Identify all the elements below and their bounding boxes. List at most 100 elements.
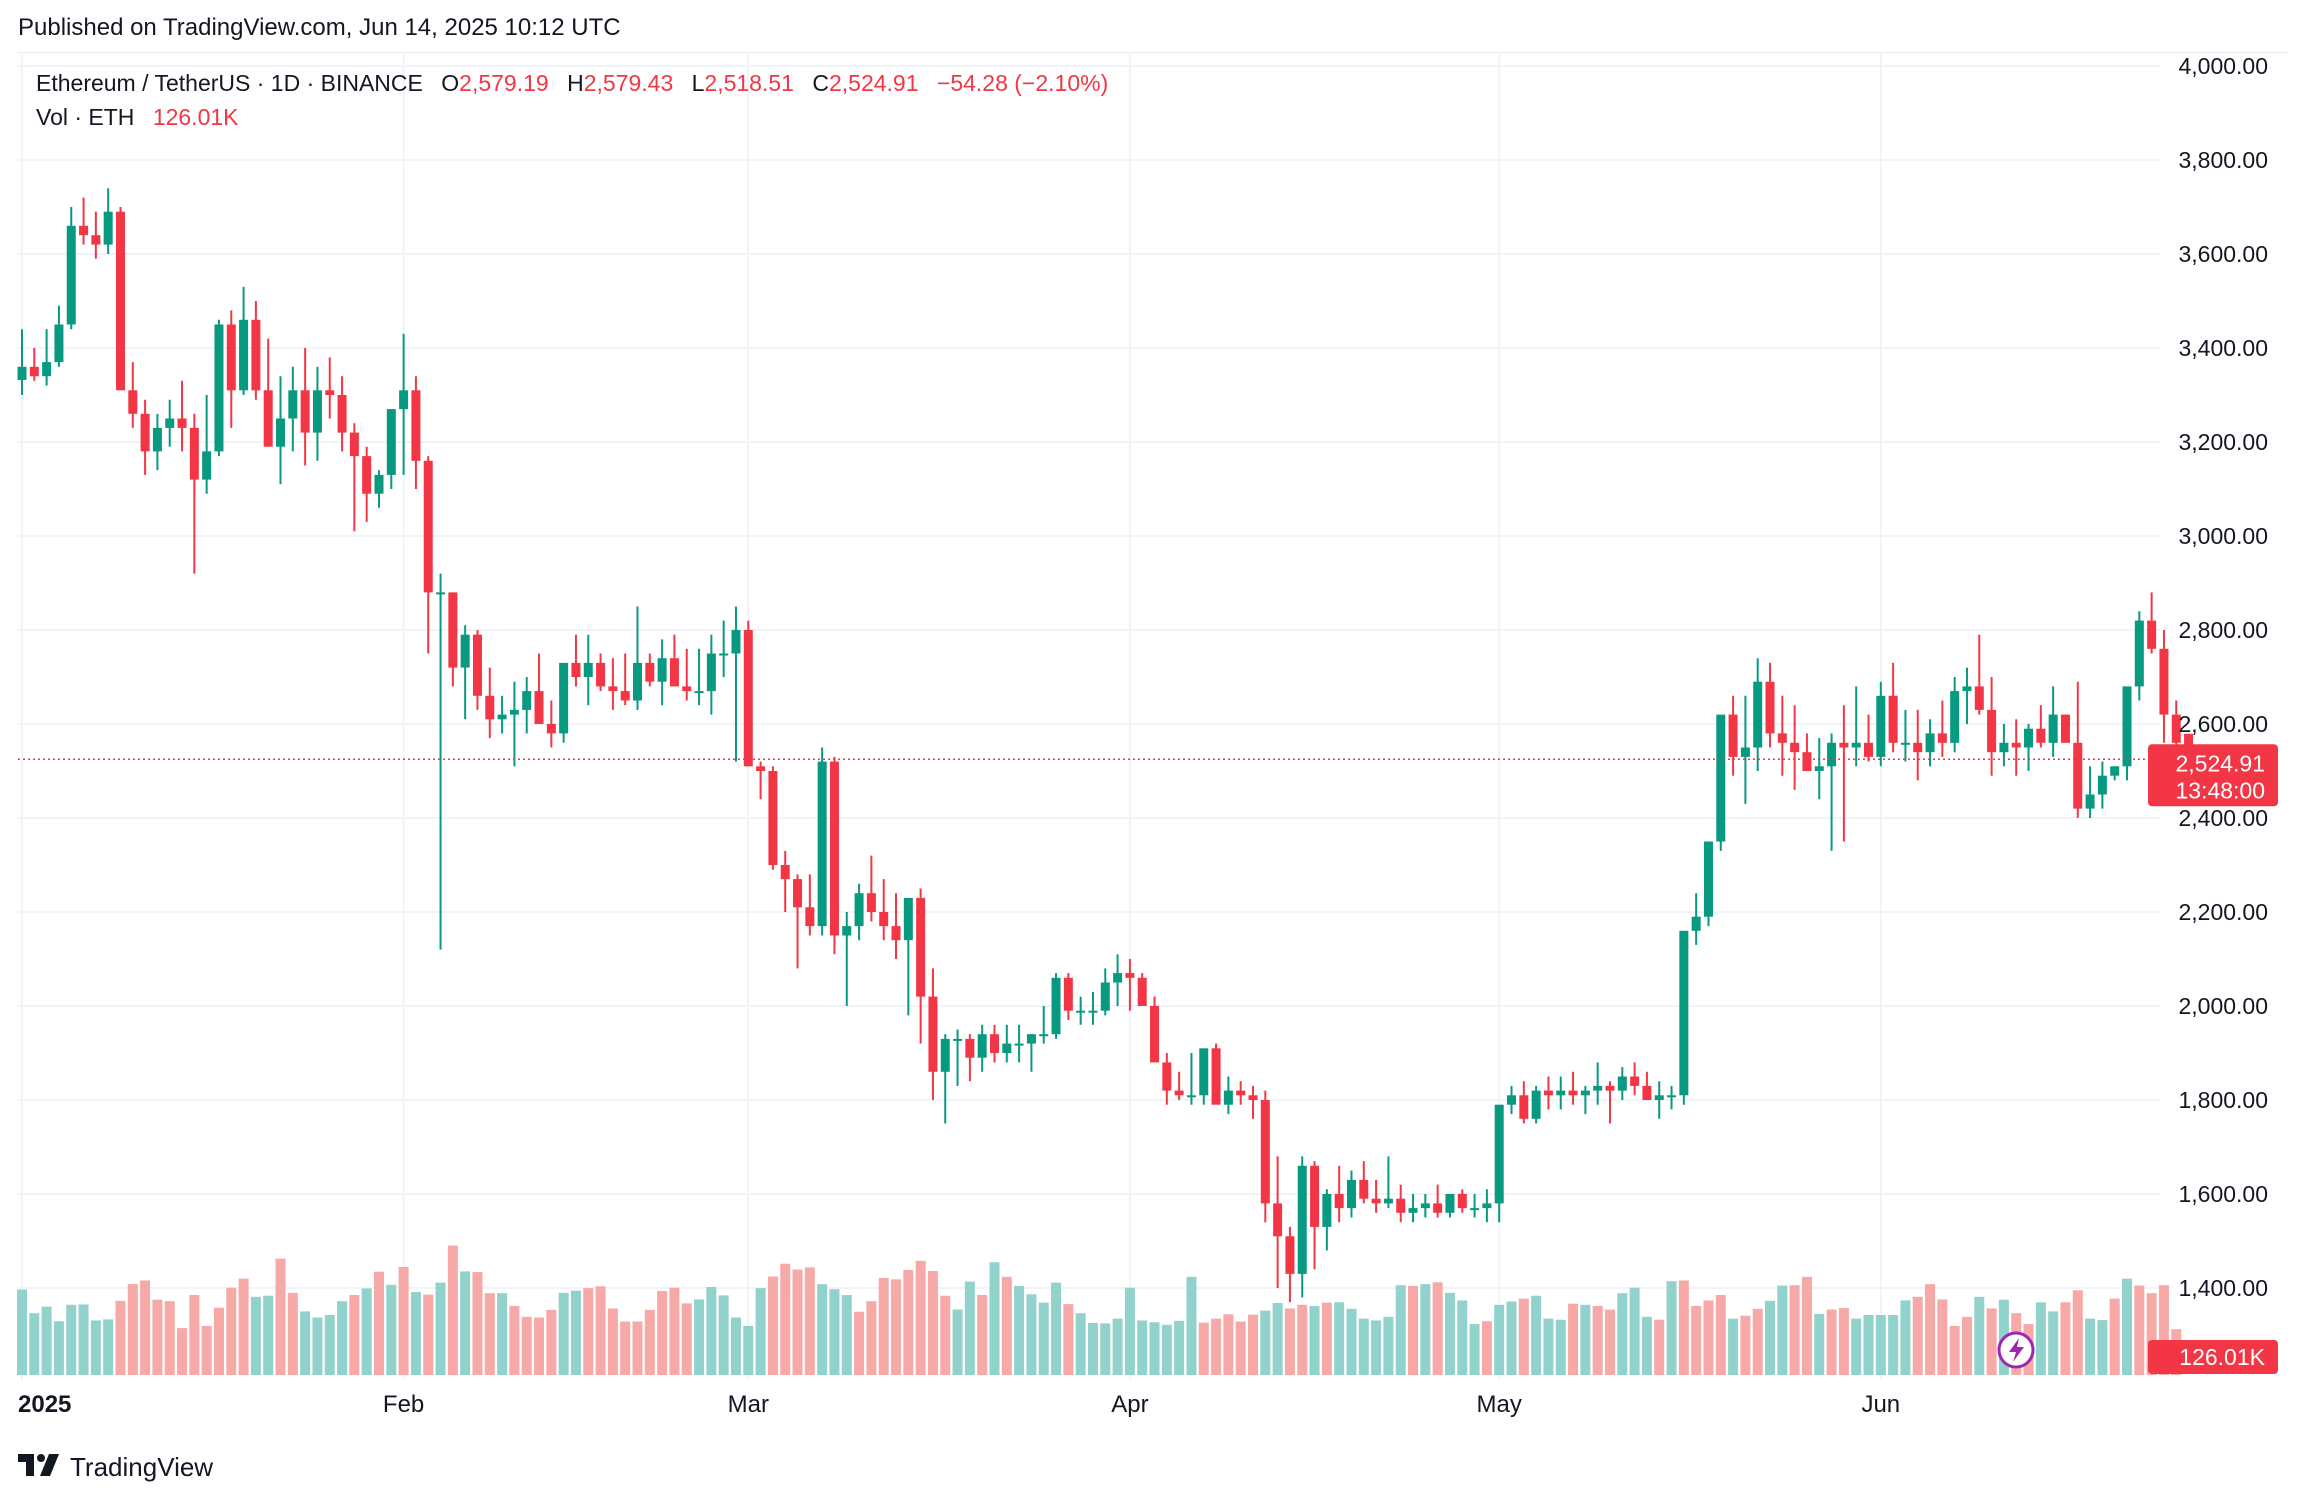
candle [423, 456, 433, 654]
volume-bar [1469, 1324, 1480, 1375]
bolt-icon[interactable] [1997, 1331, 2035, 1369]
candle [1260, 1090, 1270, 1223]
candle [669, 634, 679, 687]
volume-bar [1777, 1285, 1788, 1375]
y-tick-label: 2,000.00 [2178, 993, 2268, 1019]
volume-bar [324, 1315, 335, 1375]
volume-bar [657, 1291, 668, 1375]
volume-bar [1888, 1315, 1899, 1375]
candle [1740, 695, 1750, 804]
x-tick-label: Feb [383, 1391, 424, 1418]
x-tick-label: Jun [1861, 1391, 1900, 1418]
candle-body [1051, 977, 1061, 1035]
candle [362, 446, 372, 522]
candle [1211, 1043, 1221, 1105]
candle-body [128, 390, 138, 414]
candle-body [1223, 1090, 1233, 1105]
volume-bar [1014, 1285, 1025, 1375]
candle-body [79, 225, 89, 236]
candle-body [1359, 1179, 1369, 1199]
candle [165, 399, 175, 447]
candle [2097, 761, 2107, 809]
y-tick-label: 3,200.00 [2178, 429, 2268, 455]
candle [1802, 733, 1812, 771]
candle-body [2097, 775, 2107, 795]
candle-body [522, 691, 532, 710]
volume-bar [398, 1267, 409, 1375]
volume-bar [2097, 1320, 2108, 1375]
y-tick-label: 2,800.00 [2178, 617, 2268, 643]
candle [1026, 1034, 1036, 1072]
volume-bar [201, 1325, 212, 1375]
candle [953, 1029, 963, 1086]
candle [1408, 1194, 1418, 1223]
candle-body [362, 456, 372, 494]
volume-bar [1075, 1313, 1086, 1375]
volume-bar [1900, 1300, 1911, 1375]
volume-bar [2048, 1311, 2059, 1375]
volume-bar [1248, 1314, 1258, 1375]
volume-bar [1038, 1302, 1049, 1375]
volume-bar [989, 1262, 1000, 1375]
candle-body [263, 390, 273, 447]
volume-bar [1568, 1303, 1579, 1375]
volume-bar [275, 1258, 286, 1375]
volume-bar [238, 1278, 249, 1375]
candle-body [1088, 1010, 1098, 1013]
x-tick-label: 2025 [18, 1391, 71, 1418]
volume-bar [2035, 1302, 2046, 1375]
volume-bar [152, 1299, 163, 1375]
candle-body [2159, 648, 2169, 715]
y-tick-label: 2,200.00 [2178, 899, 2268, 925]
volume-bar [1814, 1313, 1825, 1375]
volume-bar [1063, 1304, 1074, 1375]
candle-body [1297, 1165, 1307, 1274]
candle [91, 211, 101, 259]
volume-bar [903, 1269, 914, 1375]
candle [1900, 709, 1910, 762]
volume-bar [1961, 1316, 1972, 1375]
volume-bar [1838, 1308, 1849, 1375]
candle-body [989, 1034, 999, 1053]
candle-body [103, 211, 113, 245]
candle-body [534, 691, 544, 724]
candle [2060, 714, 2070, 743]
candle [1605, 1081, 1615, 1124]
candle [263, 338, 273, 447]
candle-body [1740, 747, 1750, 757]
high-label: H [567, 70, 584, 96]
volume-bar [1937, 1299, 1948, 1375]
candle-body [866, 893, 876, 912]
symbol-label[interactable]: Ethereum / TetherUS · 1D · BINANCE [36, 70, 423, 96]
candle-body [1273, 1203, 1283, 1237]
y-tick-label: 3,000.00 [2178, 523, 2268, 549]
candle [349, 423, 359, 532]
candle [1125, 959, 1135, 1011]
candle-body [1199, 1048, 1209, 1096]
volume-bar [373, 1271, 384, 1375]
volume-bar [1531, 1295, 1542, 1375]
candle-body [793, 879, 803, 908]
candle-body [965, 1038, 975, 1058]
tradingview-footer[interactable]: TradingView [18, 1452, 213, 1483]
candle-body [854, 893, 864, 927]
candle-body [633, 662, 642, 701]
chart-frame[interactable] [18, 52, 2288, 1431]
candle-body [2085, 794, 2095, 809]
volume-bar [410, 1292, 421, 1375]
volume-label[interactable]: Vol · ETH [36, 104, 135, 130]
volume-bar [1198, 1322, 1209, 1375]
candle [1864, 714, 1873, 762]
volume-bar [891, 1279, 902, 1375]
candle [1150, 996, 1160, 1063]
volume-bar [250, 1296, 261, 1375]
volume-bar [127, 1284, 138, 1375]
candle [472, 630, 482, 710]
candle [633, 606, 642, 710]
volume-bar [509, 1305, 520, 1375]
volume-bar [2060, 1302, 2071, 1375]
y-tick-label: 1,600.00 [2178, 1181, 2268, 1207]
volume-bar [1371, 1320, 1382, 1375]
candle [928, 968, 938, 1100]
